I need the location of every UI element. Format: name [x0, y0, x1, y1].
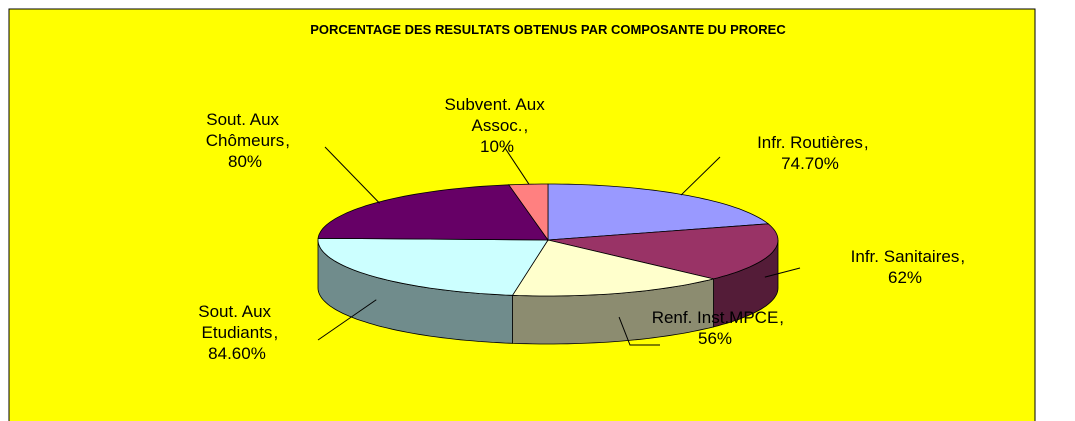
data-label-value: 62% — [888, 268, 922, 287]
label-line: Infr. Routières — [757, 133, 863, 152]
label-line: Sout. Aux — [206, 110, 284, 129]
label-line: Assoc. — [471, 116, 522, 135]
data-label-category: Infr. Routières — [757, 133, 863, 152]
leader-line — [324, 146, 380, 204]
data-label-value: 80% — [228, 152, 262, 171]
data-label-separator: , — [960, 247, 965, 266]
data-label-category: Infr. Sanitaires — [851, 247, 960, 266]
chart-title: PORCENTAGE DES RESULTATS OBTENUS PAR COM… — [310, 22, 786, 37]
label-line: Etudiants — [202, 323, 273, 342]
leader-line — [680, 156, 721, 196]
data-label-value: 84.60% — [208, 344, 266, 363]
slice — [547, 223, 779, 280]
data-label-value: 74.70% — [781, 154, 839, 173]
data-label-category: Sout. Aux Chômeurs — [206, 110, 284, 150]
data-label-value: 10% — [480, 137, 514, 156]
slice — [317, 184, 549, 241]
label-line: Infr. Sanitaires — [851, 247, 960, 266]
label-line: Sout. Aux — [198, 302, 276, 321]
data-label-separator: , — [779, 308, 784, 327]
slice — [317, 237, 549, 296]
label-line: Chômeurs — [206, 131, 284, 150]
slice — [547, 183, 770, 241]
data-label-separator: , — [524, 116, 529, 135]
label-line: Renf. Inst.MPCE — [652, 308, 779, 327]
data-label-value: 56% — [698, 329, 732, 348]
data-label-separator: , — [285, 131, 290, 150]
leader-line — [764, 267, 801, 278]
leader-line — [317, 299, 377, 341]
label-line: Subvent. Aux — [445, 95, 550, 114]
data-label-category: Subvent. Aux Assoc. — [445, 95, 550, 135]
data-label-separator: , — [273, 323, 278, 342]
leader-line — [504, 147, 530, 185]
data-label-category: Renf. Inst.MPCE — [652, 308, 779, 327]
leader-line — [618, 316, 660, 346]
data-label-category: Sout. Aux Etudiants — [198, 302, 276, 342]
data-label-separator: , — [864, 133, 869, 152]
slice — [511, 239, 714, 297]
